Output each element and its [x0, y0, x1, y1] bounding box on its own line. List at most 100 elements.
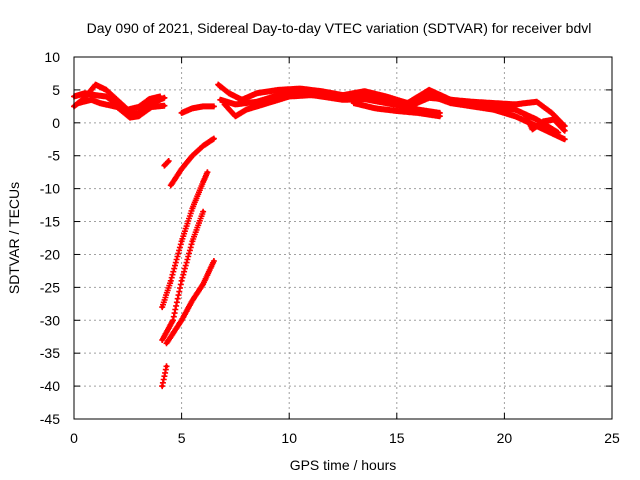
- series-track-15: [522, 113, 568, 134]
- data-point: [149, 105, 154, 109]
- data-point: [513, 107, 517, 112]
- y-tick-label: -40: [40, 378, 60, 394]
- data-point: [212, 136, 216, 141]
- data-point: [427, 88, 431, 92]
- series-track-04: [161, 158, 172, 169]
- data-point: [470, 99, 474, 104]
- y-axis-label: SDTVAR / TECUs: [6, 182, 22, 294]
- data-point: [513, 102, 517, 107]
- series-track-10: [178, 103, 217, 116]
- data-point: [233, 114, 238, 119]
- data-point: [166, 159, 171, 163]
- data-point: [227, 91, 231, 95]
- data-points: [71, 81, 568, 390]
- data-point: [164, 364, 169, 369]
- x-tick-label: 15: [389, 430, 405, 446]
- data-point: [169, 278, 173, 283]
- data-point: [276, 96, 281, 100]
- data-point: [160, 338, 165, 342]
- data-point: [82, 91, 87, 95]
- x-tick-label: 20: [497, 430, 513, 446]
- data-point: [255, 101, 259, 105]
- data-point: [115, 105, 119, 109]
- data-point: [438, 114, 442, 119]
- data-point: [89, 97, 94, 102]
- x-tick-label: 25: [604, 430, 620, 446]
- data-point: [104, 94, 109, 99]
- data-point: [491, 101, 496, 105]
- data-point: [190, 153, 195, 158]
- data-point: [541, 119, 545, 124]
- plot-frame: [73, 56, 613, 420]
- data-point: [395, 109, 399, 113]
- series-track-09: [167, 135, 217, 189]
- series-track-07: [159, 208, 207, 343]
- data-point: [205, 170, 210, 174]
- data-point: [470, 104, 474, 109]
- data-point: [534, 99, 539, 104]
- data-point: [171, 318, 175, 323]
- data-point: [549, 111, 554, 115]
- y-tick-label: -30: [40, 312, 60, 328]
- series-track-05: [159, 363, 170, 390]
- y-tick-label: -35: [40, 345, 60, 361]
- data-point: [190, 206, 195, 211]
- data-point: [201, 209, 205, 214]
- data-point: [222, 102, 227, 107]
- x-tick-label: 10: [281, 430, 297, 446]
- data-point: [534, 117, 539, 122]
- data-point: [162, 96, 167, 100]
- series-track-02: [71, 90, 168, 118]
- data-point: [160, 384, 165, 388]
- data-point: [212, 104, 216, 109]
- y-tick-label: 10: [44, 49, 60, 65]
- x-axis-label: GPS time / hours: [290, 457, 397, 473]
- data-point: [128, 115, 132, 120]
- data-point: [179, 111, 184, 115]
- data-point: [201, 282, 205, 286]
- data-point: [405, 102, 410, 107]
- data-point: [179, 167, 184, 171]
- axis-ticks: 0 5 10 15 20 25 10 5 0 -5 -10 -15 -20 -25 -30 -35 -40 -45: [40, 49, 620, 446]
- data-point: [276, 88, 281, 92]
- data-point: [93, 82, 98, 87]
- data-point: [190, 239, 195, 244]
- data-point: [169, 183, 173, 188]
- data-point: [179, 239, 184, 244]
- data-point: [201, 144, 205, 148]
- series-track-03: [75, 96, 168, 121]
- series-track-06: [159, 169, 211, 311]
- data-point: [373, 106, 378, 111]
- data-point: [190, 106, 195, 111]
- data-point: [201, 180, 205, 184]
- y-tick-label: -10: [40, 181, 60, 197]
- data-point: [562, 128, 567, 133]
- series-track-16: [350, 100, 443, 120]
- data-point: [136, 105, 141, 109]
- data-point: [160, 305, 165, 309]
- data-point: [524, 114, 528, 119]
- x-tick-label: 0: [70, 430, 78, 446]
- y-tick-label: -15: [40, 214, 60, 230]
- data-point: [319, 93, 324, 97]
- data-point: [93, 93, 98, 97]
- data-point: [244, 107, 248, 112]
- data-point: [147, 97, 152, 101]
- data-point: [384, 99, 388, 104]
- data-point: [448, 101, 453, 105]
- data-point: [190, 298, 195, 303]
- data-point: [179, 318, 184, 323]
- data-point: [416, 111, 421, 115]
- series-track-08: [163, 258, 217, 347]
- data-point: [341, 96, 345, 100]
- y-tick-label: -20: [40, 246, 60, 262]
- data-point: [136, 114, 141, 119]
- data-point: [427, 93, 431, 97]
- y-tick-label: -5: [48, 148, 61, 164]
- y-tick-label: -25: [40, 279, 60, 295]
- y-tick-label: 5: [52, 82, 60, 98]
- data-point: [201, 104, 205, 109]
- y-tick-label: -45: [40, 411, 60, 427]
